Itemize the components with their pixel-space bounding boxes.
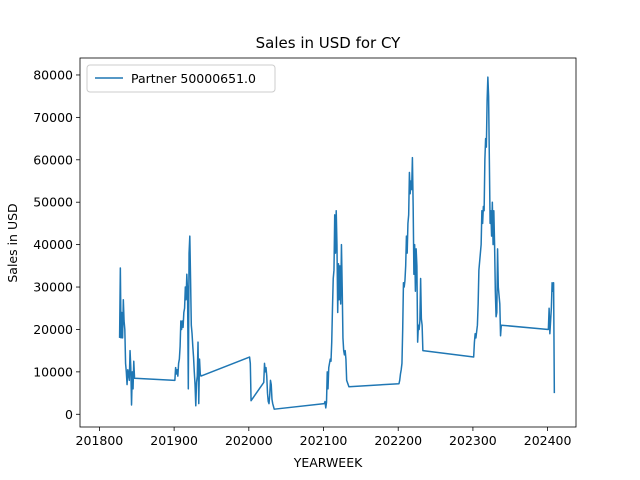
y-tick-label: 60000 — [33, 152, 73, 167]
plot-frame — [79, 57, 577, 428]
y-tick-label: 80000 — [33, 67, 73, 82]
y-tick-label: 40000 — [33, 237, 73, 252]
y-tick-label: 10000 — [33, 364, 73, 379]
legend: Partner 50000651.0 — [86, 64, 276, 93]
x-tick-label: 202000 — [225, 433, 273, 448]
y-axis-label: Sales in USD — [5, 203, 20, 282]
y-tick-label: 50000 — [33, 195, 73, 210]
x-tick-label: 202300 — [449, 433, 497, 448]
x-tick-label: 202100 — [300, 433, 348, 448]
x-tick-label: 202400 — [524, 433, 572, 448]
plot-area — [118, 76, 556, 410]
legend-entry-label: Partner 50000651.0 — [131, 71, 256, 86]
x-tick-label: 201800 — [76, 433, 124, 448]
legend-box — [86, 64, 276, 93]
x-tick-label: 202200 — [374, 433, 422, 448]
y-tick-label: 20000 — [33, 322, 73, 337]
x-axis-label: YEARWEEK — [293, 455, 363, 470]
chart-title: Sales in USD for CY — [256, 34, 402, 52]
y-tick-label: 30000 — [33, 280, 73, 295]
x-tick-label: 201900 — [150, 433, 198, 448]
series-line-0 — [118, 76, 556, 410]
y-axis: 0 10000 20000 30000 40000 50000 60000 70000 8000… — [33, 67, 80, 422]
y-tick-label: 0 — [65, 407, 73, 422]
x-axis: 201800 201900 202000 202100 202200 202300 2024… — [76, 427, 572, 448]
y-tick-label: 70000 — [33, 110, 73, 125]
